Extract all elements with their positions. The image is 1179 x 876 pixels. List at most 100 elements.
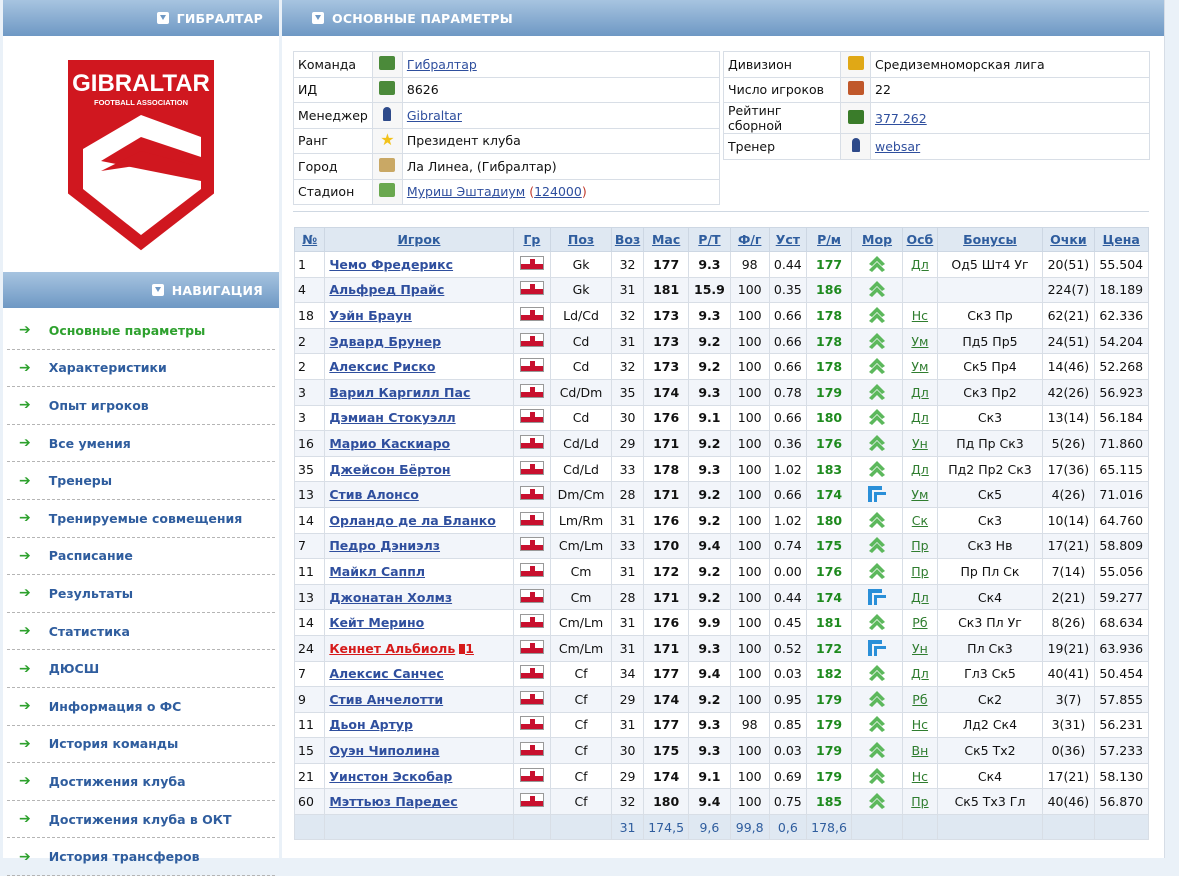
special-link[interactable]: Пр (911, 794, 929, 810)
table-row[interactable]: 3 Дэмиан Стокуэлл Cd 30 176 9.1 100 0.66 180 Дл Ск… (293, 404, 1150, 432)
table-row[interactable]: 2 Эдвард Брунер Cd 31 173 9.2 100 0.66 178 Ум Пд5 … (293, 327, 1150, 355)
player-name-link[interactable]: Эдвард Брунер (324, 327, 514, 355)
table-row[interactable]: 13 Стив Алонсо Dm/Cm 28 171 9.2 100 0.66 174 Ум Ск… (293, 481, 1150, 508)
nav-item[interactable]: ➔ Расписание (7, 538, 275, 576)
column-header[interactable]: Гр (512, 227, 552, 252)
table-row[interactable]: 7 Алексис Санчес Cf 34 177 9.4 100 0.03 182 Дл Гл3… (293, 660, 1150, 688)
nav-item[interactable]: ➔ Основные параметры (7, 312, 275, 350)
collapse-icon[interactable] (312, 12, 324, 24)
special-link[interactable]: Нс (911, 717, 929, 733)
nav-item[interactable]: ➔ История трансферов (7, 838, 275, 876)
scrollbar[interactable] (1164, 0, 1179, 858)
column-header[interactable]: Уст (768, 227, 808, 252)
table-row[interactable]: 13 Джонатан Холмз Cm 28 171 9.2 100 0.44 174 Дл Ск… (293, 583, 1150, 611)
player-name-link[interactable]: Стив Анчелотти (324, 686, 514, 713)
special-link[interactable]: Ун (912, 640, 928, 656)
column-header[interactable]: Воз (610, 227, 645, 252)
player-name-link[interactable]: Дьон Артур (324, 711, 514, 739)
special-link[interactable]: Рб (912, 691, 928, 707)
table-row[interactable]: 7 Педро Дэниэлз Cm/Lm 33 170 9.4 100 0.74 175 Пр С… (293, 532, 1150, 560)
nav-item[interactable]: ➔ Достижения клуба в ОКТ (7, 801, 275, 839)
column-header[interactable]: Ф/г (729, 227, 770, 252)
special-link[interactable]: Дл (911, 384, 929, 400)
player-name-link[interactable]: Уэйн Браун (324, 302, 514, 329)
nav-item[interactable]: ➔ Характеристики (7, 350, 275, 388)
table-row[interactable]: 4 Альфред Прайс Gk 31 181 15.9 100 0.35 186 224(7… (293, 276, 1150, 304)
column-header[interactable]: Цена (1093, 227, 1150, 252)
special-link[interactable]: Ум (911, 359, 929, 375)
column-header[interactable]: № (293, 227, 326, 252)
table-row[interactable]: 14 Кейт Мерино Cm/Lm 31 176 9.9 100 0.45 181 Рб Ск… (293, 609, 1150, 636)
special-link[interactable]: Дл (911, 256, 929, 272)
collapse-icon[interactable] (156, 12, 169, 24)
player-name-link[interactable]: Алексис Риско (324, 353, 514, 380)
info-link[interactable]: 377.262 (875, 110, 927, 126)
table-row[interactable]: 11 Майкл Саппл Cm 31 172 9.2 100 0.00 176 Пр Пр Пл… (293, 558, 1150, 585)
column-header[interactable]: Поз (550, 227, 612, 252)
column-header[interactable]: Р/Т (688, 227, 731, 252)
player-name-link[interactable]: Орландо де ла Бланко (324, 506, 514, 534)
nav-item[interactable]: ➔ История команды (7, 726, 275, 764)
player-name-link[interactable]: Марио Каскиаро (324, 430, 514, 457)
table-row[interactable]: 24 Кеннет Альбиоль 1 Cm/Lm 31 171 9.3 100 0.52 17… (293, 634, 1150, 662)
nav-item[interactable]: ➔ Тренируемые совмещения (7, 500, 275, 538)
nav-item[interactable]: ➔ Результаты (7, 575, 275, 613)
table-row[interactable]: 60 Мэттьюз Паредес Cf 32 180 9.4 100 0.75 185 Пр С… (293, 788, 1150, 816)
table-row[interactable]: 1 Чемо Фредерикс Gk 32 177 9.3 98 0.44 177 Дл Од5 … (293, 251, 1150, 278)
player-name-link[interactable]: Кеннет Альбиоль 1 (324, 634, 514, 662)
player-name-link[interactable]: Кейт Мерино (324, 609, 514, 636)
column-header[interactable]: Бонусы (936, 227, 1044, 252)
table-row[interactable]: 35 Джейсон Бёртон Cd/Ld 33 178 9.3 100 1.02 183 Д… (293, 455, 1150, 483)
nav-item[interactable]: ➔ Тренеры (7, 462, 275, 500)
special-link[interactable]: Рб (912, 615, 928, 631)
table-row[interactable]: 9 Стив Анчелотти Cf 29 174 9.2 100 0.95 179 Рб Ск2… (293, 686, 1150, 713)
column-header[interactable]: Мор (850, 227, 904, 252)
info-link[interactable]: Гибралтар (406, 56, 477, 72)
special-link[interactable]: Ум (911, 487, 929, 503)
special-link[interactable]: Ск (911, 512, 929, 528)
player-name-link[interactable]: Чемо Фредерикс (324, 251, 514, 278)
table-row[interactable]: 21 Уинстон Эскобар Cf 29 174 9.1 100 0.69 179 Нс С… (293, 762, 1150, 790)
table-row[interactable]: 3 Варил Каргилл Пас Cd/Dm 35 174 9.3 100 0.78 17… (293, 378, 1150, 406)
special-link[interactable]: Ум (911, 333, 929, 349)
player-name-link[interactable]: Джейсон Бёртон (324, 455, 514, 483)
table-row[interactable]: 16 Марио Каскиаро Cd/Ld 29 171 9.2 100 0.36 176 У… (293, 430, 1150, 457)
player-name-link[interactable]: Мэттьюз Паредес (324, 788, 514, 816)
stadium-capacity-link[interactable]: 124000 (534, 184, 582, 200)
table-row[interactable]: 18 Уэйн Браун Ld/Cd 32 173 9.3 100 0.66 178 Нс Ск3… (293, 302, 1150, 329)
table-row[interactable]: 2 Алексис Риско Cd 32 173 9.2 100 0.66 178 Ум Ск5 … (293, 353, 1150, 380)
nav-item[interactable]: ➔ ДЮСШ (7, 650, 275, 688)
column-header[interactable]: Игрок (324, 227, 514, 252)
nav-item[interactable]: ➔ Все умения (7, 425, 275, 463)
table-row[interactable]: 14 Орландо де ла Бланко Lm/Rm 31 176 9.2 100 1.… (293, 506, 1150, 534)
special-link[interactable]: Дл (911, 589, 929, 605)
player-name-link[interactable]: Майкл Саппл (324, 558, 514, 585)
nav-item[interactable]: ➔ Опыт игроков (7, 387, 275, 425)
nav-item[interactable]: ➔ Статистика (7, 613, 275, 651)
stadium-link[interactable]: Муриш Эштадиум (406, 184, 526, 200)
player-name-link[interactable]: Альфред Прайс (324, 276, 514, 304)
player-name-link[interactable]: Оуэн Чиполина (324, 737, 514, 764)
info-link[interactable]: Gibraltar (406, 107, 462, 123)
column-header[interactable]: Очки (1042, 227, 1095, 252)
special-link[interactable]: Пр (911, 563, 929, 579)
collapse-icon[interactable] (151, 284, 164, 296)
column-header[interactable]: Осб (902, 227, 938, 252)
special-link[interactable]: Нс (911, 768, 929, 784)
nav-item[interactable]: ➔ Информация о ФС (7, 688, 275, 726)
table-row[interactable]: 11 Дьон Артур Cf 31 177 9.3 98 0.85 179 Нс Лд2 Ск4… (293, 711, 1150, 739)
special-link[interactable]: Нс (911, 307, 929, 323)
player-name-link[interactable]: Джонатан Холмз (324, 583, 514, 611)
info-link[interactable]: websar (875, 138, 921, 154)
special-link[interactable]: Ун (912, 435, 928, 451)
table-row[interactable]: 15 Оуэн Чиполина Cf 30 175 9.3 100 0.03 179 Вн Ск5… (293, 737, 1150, 764)
player-name-link[interactable]: Педро Дэниэлз (324, 532, 514, 560)
special-link[interactable]: Дл (911, 666, 929, 682)
player-name-link[interactable]: Уинстон Эскобар (324, 762, 514, 790)
column-header[interactable]: Мас (643, 227, 690, 252)
special-link[interactable]: Дл (911, 410, 929, 426)
player-name-link[interactable]: Стив Алонсо (324, 481, 514, 508)
special-link[interactable]: Вн (911, 743, 929, 759)
player-name-link[interactable]: Дэмиан Стокуэлл (324, 404, 514, 432)
column-header[interactable]: Р/м (806, 227, 852, 252)
